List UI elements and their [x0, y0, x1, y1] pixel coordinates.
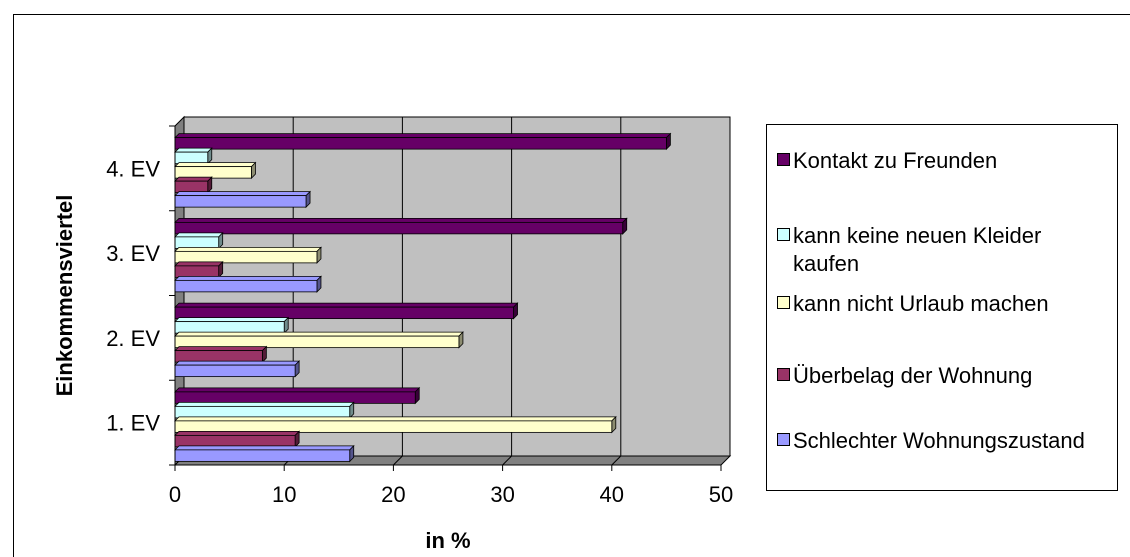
category-label: 4. EV: [106, 156, 160, 181]
bar: [174, 265, 220, 278]
bar-top: [174, 430, 301, 436]
bar-top: [174, 147, 213, 153]
x-tick-label: 50: [709, 482, 733, 507]
category-label: 1. EV: [106, 411, 160, 436]
bar-top: [174, 387, 421, 393]
legend-label: Kontakt zu Freunden: [793, 148, 998, 173]
category-label: 2. EV: [106, 326, 160, 351]
bar-chart: 1. EV 2. EV 3. EV 4. EV 0 10 20 30 40 50 in % Einko…: [52, 115, 733, 553]
legend-label: Überbelag der Wohnung: [793, 363, 1033, 388]
bar-top: [174, 133, 672, 139]
x-axis-title: in %: [425, 528, 470, 553]
gridline-floor: [393, 455, 403, 466]
chart-frame: [13, 14, 1130, 557]
bar: [174, 420, 613, 433]
legend-swatch: [777, 433, 790, 446]
category-label: 3. EV: [106, 241, 160, 266]
x-tick-label: 0: [169, 482, 181, 507]
legend-swatch: [777, 153, 790, 166]
bar-top: [174, 445, 355, 451]
bar-top: [174, 317, 290, 323]
bar-top: [174, 191, 312, 197]
bar: [174, 195, 307, 208]
bar-top: [174, 401, 355, 407]
x-tick-label: 20: [381, 482, 405, 507]
legend-item: Kontakt zu Freunden: [777, 147, 1112, 175]
bar: [174, 391, 416, 404]
legend-swatch: [777, 368, 790, 381]
bar: [174, 236, 220, 249]
bar: [174, 364, 296, 378]
bar: [174, 434, 296, 448]
bar-top: [174, 360, 301, 366]
legend-item: Überbelag der Wohnung: [777, 362, 1112, 390]
y-axis-title: Einkommensviertel: [52, 195, 77, 397]
bar: [174, 405, 351, 419]
bar-top: [174, 162, 257, 168]
bar: [174, 350, 263, 363]
legend-item: kann nicht Urlaub machen: [777, 290, 1112, 318]
bar-top: [174, 176, 213, 182]
bar-top: [174, 302, 519, 308]
bar: [174, 250, 318, 264]
legend-label: kann nicht Urlaub machen: [793, 291, 1049, 316]
legend: Kontakt zu Freunden kann keine neuen Klei…: [766, 124, 1118, 491]
legend-label: Schlechter Wohnungszustand: [793, 428, 1085, 453]
bar-top: [174, 346, 268, 352]
bar: [174, 449, 351, 462]
bar: [174, 137, 667, 150]
bar-top: [174, 232, 224, 238]
bar: [174, 279, 318, 293]
bar: [174, 180, 209, 194]
x-tick-label: 10: [272, 482, 296, 507]
bar: [174, 335, 460, 349]
legend-swatch: [777, 296, 790, 309]
bar: [174, 166, 252, 179]
bar-top: [174, 261, 224, 267]
bar: [174, 321, 285, 334]
legend-label: kann keine neuen Kleider kaufen: [793, 223, 1042, 276]
bar-top: [174, 416, 617, 422]
bar-top: [174, 217, 628, 223]
bar: [174, 221, 624, 235]
bar: [174, 151, 209, 165]
legend-swatch: [777, 228, 790, 241]
bar-top: [174, 275, 322, 281]
gridline-floor: [502, 455, 512, 466]
gridline-floor: [611, 455, 622, 466]
bar-top: [174, 246, 322, 252]
bar-top: [174, 331, 464, 337]
x-tick-label: 40: [600, 482, 624, 507]
bar: [174, 306, 514, 320]
legend-item: Schlechter Wohnungszustand: [777, 427, 1112, 455]
x-tick-label: 30: [490, 482, 514, 507]
legend-item: kann keine neuen Kleider kaufen: [777, 222, 1112, 278]
